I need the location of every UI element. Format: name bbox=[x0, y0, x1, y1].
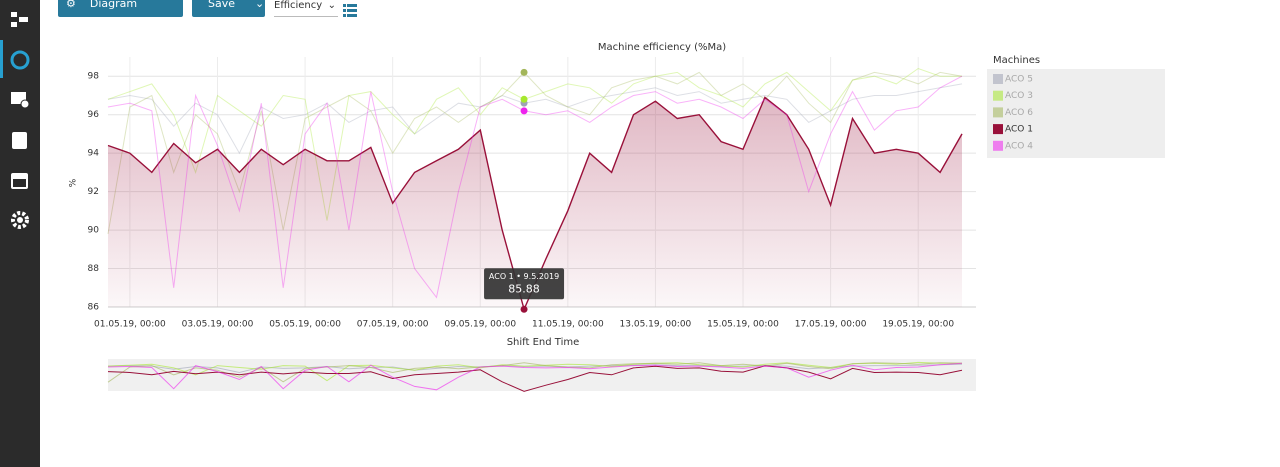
x-tick-label: 05.05.19, 00:00 bbox=[269, 320, 341, 330]
button-label: Save bbox=[208, 0, 236, 10]
legend-swatch bbox=[993, 107, 1003, 118]
x-axis-label: Shift End Time bbox=[507, 337, 580, 348]
x-tick-label: 13.05.19, 00:00 bbox=[620, 320, 692, 330]
legend-title: Machines bbox=[993, 55, 1040, 66]
series-line bbox=[107, 71, 963, 234]
navigator-line bbox=[107, 361, 962, 382]
series-line bbox=[107, 67, 962, 221]
navigator-line bbox=[107, 362, 963, 391]
legend-label: ACO 3 bbox=[1005, 91, 1033, 101]
sidebar-icons bbox=[0, 12, 30, 229]
legend-box bbox=[987, 69, 1165, 158]
x-tick-label: 17.05.19, 00:00 bbox=[795, 320, 867, 330]
legend-label: ACO 1 bbox=[1005, 125, 1033, 135]
settings-button[interactable]: ⚙ Diagram Settings bbox=[58, 0, 183, 30]
y-tick-label: 90 bbox=[88, 226, 100, 236]
x-tick-label: 19.05.19, 00:00 bbox=[882, 320, 954, 330]
y-tick-label: 86 bbox=[88, 303, 100, 313]
y-tick-label: 92 bbox=[88, 187, 99, 197]
series-line bbox=[107, 83, 963, 155]
y-axis-label: % bbox=[69, 178, 79, 187]
y-tick-label: 98 bbox=[88, 72, 100, 82]
legend-swatch bbox=[993, 124, 1003, 135]
x-tick-label: 15.05.19, 00:00 bbox=[707, 320, 779, 330]
navigator bbox=[108, 359, 976, 391]
list-icon[interactable] bbox=[343, 4, 357, 17]
area bbox=[108, 97, 962, 310]
tooltip-label: ACO 1 • 9.5.2019 bbox=[489, 272, 559, 281]
save-button[interactable]: Save ⌄ bbox=[192, 0, 265, 17]
select-value: Efficiency bbox=[274, 0, 323, 11]
y-tick-label: 94 bbox=[88, 149, 100, 159]
tooltip-box bbox=[484, 268, 565, 300]
hover-point bbox=[520, 95, 528, 103]
chart-title: Machine efficiency (%Ma) bbox=[598, 42, 726, 53]
button-label: Diagram Settings bbox=[58, 0, 138, 30]
x-tick-label: 07.05.19, 00:00 bbox=[357, 320, 429, 330]
hover-point bbox=[520, 305, 528, 313]
hover-point bbox=[520, 68, 528, 76]
x-tick-label: 11.05.19, 00:00 bbox=[532, 320, 604, 330]
legend-swatch bbox=[993, 140, 1003, 151]
hover-point bbox=[520, 107, 528, 115]
x-tick-label: 09.05.19, 00:00 bbox=[444, 320, 516, 330]
series-line bbox=[107, 75, 963, 299]
tooltip-value: 85.88 bbox=[508, 282, 540, 295]
legend-label: ACO 6 bbox=[1005, 108, 1033, 118]
x-tick-label: 03.05.19, 00:00 bbox=[182, 320, 254, 330]
legend-swatch bbox=[993, 74, 1003, 84]
legend-swatch bbox=[993, 90, 1003, 101]
navigator-line bbox=[107, 362, 963, 383]
legend-label: ACO 5 bbox=[1005, 75, 1033, 85]
legend-label: ACO 4 bbox=[1005, 141, 1033, 151]
x-tick-label: 01.05.19, 00:00 bbox=[94, 320, 166, 330]
y-tick-label: 96 bbox=[88, 110, 100, 120]
y-tick-label: 88 bbox=[88, 264, 100, 274]
sidebar bbox=[0, 0, 40, 467]
metric-select[interactable]: Efficiency ⌄ bbox=[274, 0, 338, 17]
